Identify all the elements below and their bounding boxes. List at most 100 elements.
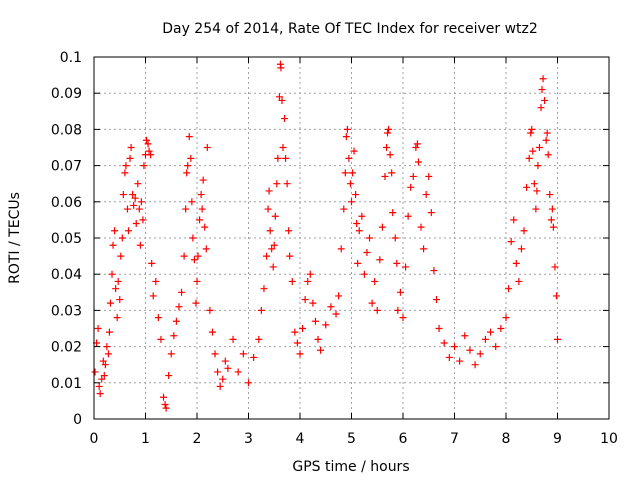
data-point xyxy=(250,353,258,361)
data-point xyxy=(402,263,410,271)
data-point xyxy=(214,368,222,376)
data-point xyxy=(167,350,175,358)
data-point xyxy=(117,252,125,260)
data-point xyxy=(341,169,349,177)
data-point xyxy=(541,96,549,104)
data-point xyxy=(539,75,547,83)
data-point xyxy=(189,234,197,242)
data-point xyxy=(502,314,510,322)
data-point xyxy=(201,223,209,231)
data-point xyxy=(396,288,404,296)
data-point xyxy=(435,325,443,332)
data-point xyxy=(103,343,111,351)
data-point xyxy=(175,303,183,311)
data-point xyxy=(355,227,363,235)
data-point xyxy=(99,357,107,365)
data-point xyxy=(527,129,535,137)
data-point xyxy=(193,277,201,285)
data-point xyxy=(130,201,138,209)
data-point xyxy=(255,335,263,343)
data-point xyxy=(293,339,301,347)
data-point xyxy=(551,263,559,271)
data-point xyxy=(409,172,417,180)
data-point xyxy=(385,125,393,133)
data-point xyxy=(530,180,538,188)
data-point xyxy=(104,350,112,358)
data-point xyxy=(270,241,278,249)
data-point xyxy=(165,372,173,380)
data-point xyxy=(422,191,430,199)
x-axis-label: GPS time / hours xyxy=(292,459,409,475)
data-point xyxy=(162,404,170,412)
data-point xyxy=(203,144,211,151)
data-point xyxy=(221,357,229,365)
data-point xyxy=(188,198,196,206)
data-point xyxy=(268,245,276,253)
y-tick-label: 0.09 xyxy=(51,86,82,102)
data-point xyxy=(277,64,285,72)
data-point xyxy=(271,212,279,220)
data-point xyxy=(456,357,464,365)
data-point xyxy=(234,368,242,376)
data-point xyxy=(388,169,396,177)
data-point xyxy=(257,306,265,314)
data-point xyxy=(283,180,291,188)
data-point xyxy=(523,183,531,191)
data-point xyxy=(373,306,381,314)
data-point xyxy=(383,144,391,151)
data-point xyxy=(445,353,453,361)
data-point xyxy=(363,248,371,256)
data-point xyxy=(183,169,191,177)
data-point xyxy=(368,299,376,307)
x-tick-label: 4 xyxy=(296,431,305,447)
data-point xyxy=(245,379,252,387)
y-tick-label: 0 xyxy=(73,412,82,428)
data-point xyxy=(412,144,420,151)
data-point xyxy=(109,241,117,249)
data-point xyxy=(537,104,545,112)
data-point xyxy=(414,158,422,166)
data-point xyxy=(279,144,287,151)
data-point xyxy=(394,306,402,314)
data-point xyxy=(538,86,546,94)
data-point xyxy=(178,288,186,296)
data-point xyxy=(122,162,130,170)
data-point xyxy=(461,332,469,340)
data-point xyxy=(360,270,368,278)
data-point xyxy=(366,234,374,242)
data-point xyxy=(399,314,407,322)
data-point xyxy=(371,277,379,285)
data-point xyxy=(144,140,152,148)
data-point xyxy=(121,169,129,177)
data-point xyxy=(340,205,348,213)
y-tick-label: 0.01 xyxy=(51,376,82,392)
data-point xyxy=(180,252,188,260)
data-point xyxy=(139,216,147,224)
data-point xyxy=(487,328,495,336)
data-point xyxy=(343,125,351,133)
data-point xyxy=(100,372,108,380)
data-point xyxy=(208,328,216,336)
y-tick-labels: 0 0.01 0.02 0.03 0.04 0.05 0.06 0.07 0.08 0.09 0.1 xyxy=(51,50,82,428)
data-point xyxy=(505,285,513,293)
data-point xyxy=(157,335,165,343)
data-point xyxy=(263,252,271,260)
data-point xyxy=(497,325,505,332)
data-point xyxy=(105,328,113,336)
data-point xyxy=(301,296,309,304)
data-point xyxy=(184,162,192,170)
data-point xyxy=(512,259,520,267)
data-point xyxy=(299,325,307,332)
data-point xyxy=(198,205,206,213)
y-tick-label: 0.1 xyxy=(60,50,82,66)
data-point xyxy=(533,187,541,195)
data-point xyxy=(211,350,219,358)
data-point xyxy=(206,306,214,314)
y-axis-label: ROTI / TECUs xyxy=(7,192,23,284)
data-point xyxy=(278,96,286,104)
data-point xyxy=(269,263,277,271)
data-point xyxy=(404,212,412,220)
data-point xyxy=(260,285,268,293)
data-point xyxy=(413,140,421,148)
